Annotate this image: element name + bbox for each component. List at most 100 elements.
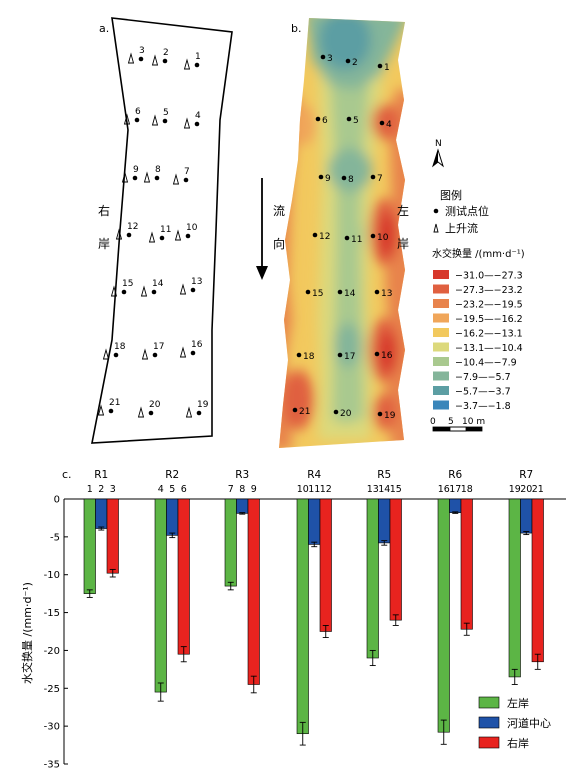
- bar-河道中心: [95, 498, 108, 529]
- legend-scale-title: 水交换量 /(mm·d⁻¹): [432, 247, 525, 260]
- legend-bin-label: −10.4—−7.9: [455, 358, 517, 369]
- map-a-point-7: [183, 177, 189, 183]
- map-b-point-label: 8: [348, 175, 354, 185]
- bar-河道中心: [308, 498, 321, 545]
- panel-c-label: c.: [62, 468, 72, 481]
- map-a-point-label: 13: [191, 277, 202, 287]
- map-b-point-10: [370, 233, 376, 239]
- bar-右岸: [531, 498, 544, 663]
- map-b-point-1: [377, 63, 383, 69]
- bar-右岸: [460, 498, 473, 630]
- upwelling-icon: [151, 114, 159, 126]
- point-label: 3: [110, 484, 116, 495]
- legend-bin-swatch: [433, 400, 449, 410]
- map-b-point-label: 19: [384, 411, 396, 421]
- legend-bin-swatch: [433, 284, 449, 294]
- point-label: 19: [509, 484, 521, 495]
- map-b-point-20: [333, 409, 339, 415]
- map-a-point-label: 2: [163, 48, 169, 58]
- group-label: R6: [448, 469, 462, 481]
- bar-右岸: [319, 498, 332, 632]
- upwelling-icon: [172, 173, 180, 185]
- map-a-point-label: 1: [195, 52, 201, 62]
- map-b-point-label: 15: [312, 289, 323, 299]
- map-b-point-17: [337, 352, 343, 358]
- upwelling-icon: [185, 406, 193, 418]
- bank-label-left-2: 岸: [397, 237, 409, 251]
- group-label: R7: [519, 469, 533, 481]
- map-b-point-label: 6: [322, 116, 328, 126]
- upwelling-icon: [183, 117, 191, 129]
- point-label: 7: [228, 484, 234, 495]
- contour-map: [279, 18, 405, 448]
- map-a-point-17: [152, 352, 158, 358]
- legend-label: 左岸: [507, 697, 529, 710]
- map-b-point-label: 4: [386, 120, 392, 130]
- map-b-point-label: 16: [381, 351, 393, 361]
- map-b-point-label: 21: [299, 407, 310, 417]
- legend-bin-label: −19.5—−16.2: [455, 314, 523, 325]
- y-axis-label: 水交换量 /(mm·d⁻¹): [20, 582, 34, 684]
- point-label: 20: [520, 484, 532, 495]
- map-b-point-label: 5: [353, 116, 359, 126]
- map-b-point-13: [374, 289, 380, 295]
- upwelling-icon: [179, 346, 187, 358]
- map-b-point-11: [344, 235, 350, 241]
- map-b-point-3: [320, 54, 326, 60]
- upwelling-icon: [123, 113, 131, 125]
- y-tick-label: 0: [54, 495, 60, 506]
- map-b-point-7: [370, 174, 376, 180]
- map-b-point-6: [315, 116, 321, 122]
- bar-左岸: [83, 498, 96, 594]
- map-b-point-label: 1: [384, 63, 390, 73]
- map-a-point-18: [113, 352, 119, 358]
- map-a-point-9: [132, 175, 138, 181]
- legend-bin-swatch: [433, 270, 449, 279]
- map-b-point-16: [374, 351, 380, 357]
- map-a-point-1: [194, 62, 200, 68]
- legend-bin-label: −5.7—−3.7: [455, 387, 511, 398]
- upwelling-icon: [121, 171, 129, 183]
- upwelling-icon: [183, 58, 191, 70]
- upwelling-icon: [127, 52, 135, 64]
- bar-右岸: [389, 498, 402, 621]
- map-b-point-label: 18: [303, 352, 315, 362]
- legend-bin-label: −13.1—−10.4: [455, 343, 523, 354]
- map-b-point-9: [318, 174, 324, 180]
- legend-bin-label: −7.9—−5.7: [455, 372, 511, 383]
- upwelling-icon: [110, 285, 118, 297]
- legend-title: 图例: [440, 188, 462, 202]
- map-b-point-5: [346, 116, 352, 122]
- map-a-point-label: 20: [149, 400, 161, 410]
- map-b-point-label: 7: [377, 174, 383, 184]
- legend-point-label: 测试点位: [445, 204, 489, 218]
- map-a-point-label: 9: [133, 165, 139, 175]
- map-a-point-8: [154, 175, 160, 181]
- map-a-point-label: 15: [122, 279, 133, 289]
- map-b-point-label: 10: [377, 233, 389, 243]
- bar-左岸: [296, 498, 309, 735]
- map-b-point-label: 14: [344, 289, 356, 299]
- legend-bin-swatch: [433, 299, 449, 308]
- group-label: R5: [377, 469, 391, 481]
- map-b-point-4: [379, 120, 385, 126]
- legend-bin-swatch: [433, 357, 449, 366]
- map-a-point-label: 21: [109, 398, 120, 408]
- bar-左岸: [508, 498, 521, 678]
- map-b-point-label: 20: [340, 409, 352, 419]
- legend-swatch-左岸: [478, 696, 500, 709]
- map-b-point-label: 9: [325, 174, 331, 184]
- y-tick-label: -5: [50, 532, 60, 543]
- bar-左岸: [224, 498, 237, 587]
- point-label: 14: [378, 484, 390, 495]
- map-b-point-15: [305, 289, 311, 295]
- bar-河道中心: [236, 498, 249, 514]
- group-label: R1: [94, 469, 108, 481]
- map-a-point-label: 8: [155, 165, 161, 175]
- panel-b: b.: [256, 18, 409, 448]
- map-a-point-20: [148, 410, 154, 416]
